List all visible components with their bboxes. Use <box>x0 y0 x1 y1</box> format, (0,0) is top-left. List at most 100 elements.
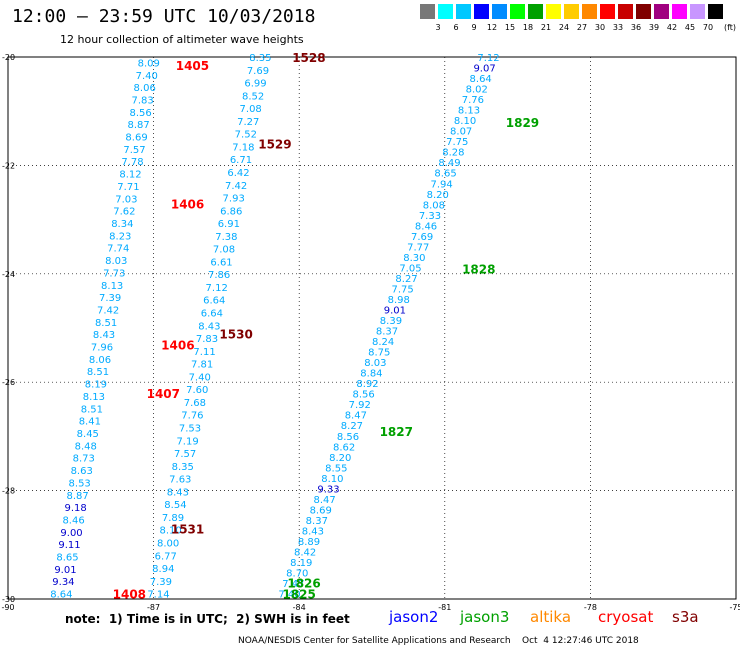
wave-height-value: 7.69 <box>411 232 433 243</box>
legend-item-cryosat: cryosat <box>598 608 654 626</box>
pass-time-label: 1530 <box>219 327 252 341</box>
pass-time-label: 1827 <box>380 425 413 439</box>
scale-swatch <box>582 4 597 19</box>
wave-height-value: 8.00 <box>157 538 179 549</box>
scale-label: 39 <box>648 23 660 32</box>
y-tick-label: -28 <box>2 487 15 496</box>
wave-height-value: 7.47 <box>282 579 304 590</box>
wave-height-value: 8.34 <box>111 219 133 230</box>
scale-label: 45 <box>684 23 696 32</box>
wave-height-value: 8.98 <box>388 295 410 306</box>
wave-height-value: 8.10 <box>159 526 181 537</box>
wave-height-value: 7.83 <box>196 334 218 345</box>
wave-height-value: 7.08 <box>213 245 235 256</box>
wave-height-value: 9.11 <box>58 540 80 551</box>
wave-height-value: 7.86 <box>208 270 230 281</box>
wave-height-value: 8.30 <box>403 253 425 264</box>
wave-height-value: 8.87 <box>67 491 89 502</box>
wave-height-value: 8.08 <box>423 200 445 211</box>
scale-label: 12 <box>486 23 498 32</box>
wave-height-value: 9.01 <box>384 306 406 317</box>
wave-height-value: 8.35 <box>172 462 194 473</box>
wave-height-value: 7.03 <box>115 194 137 205</box>
pass-time-label: 1407 <box>147 387 180 401</box>
wave-height-value: 7.14 <box>147 590 169 601</box>
legend-item-s3a: s3a <box>672 608 699 626</box>
pass-time-label: 1531 <box>171 523 204 537</box>
wave-height-value: 7.71 <box>117 182 139 193</box>
wave-height-value: 7.78 <box>121 157 143 168</box>
scale-label: 30 <box>594 23 606 32</box>
scale-label: 21 <box>540 23 552 32</box>
pass-time-label: 1406 <box>171 197 204 211</box>
wave-height-value: 8.09 <box>138 58 160 69</box>
y-tick-label: -22 <box>2 161 15 170</box>
scale-swatch <box>438 4 453 19</box>
wave-height-value: 8.27 <box>341 421 363 432</box>
wave-height-value: 8.73 <box>73 454 95 465</box>
scale-label: 9 <box>471 23 477 32</box>
wave-height-value: 7.76 <box>462 95 484 106</box>
scale-label: 6 <box>453 23 459 32</box>
wave-height-value: 8.12 <box>119 170 141 181</box>
pass-time-label: 1405 <box>176 59 209 73</box>
wave-height-value: 7.63 <box>169 475 191 486</box>
wave-height-value: 8.51 <box>87 367 109 378</box>
wave-height-value: 6.42 <box>227 168 249 179</box>
wave-height-value: 8.92 <box>356 379 378 390</box>
wave-height-value: 8.10 <box>454 116 476 127</box>
wave-height-value: 8.70 <box>286 569 308 580</box>
wave-height-value: 7.39 <box>99 293 121 304</box>
wave-height-value: 6.61 <box>210 257 232 268</box>
pass-time-label: 1406 <box>161 338 194 352</box>
wave-height-value: 8.10 <box>321 474 343 485</box>
wave-height-value: 7.12 <box>477 53 499 64</box>
wave-height-value: 8.54 <box>164 500 186 511</box>
wave-height-value: 7.96 <box>91 343 113 354</box>
wave-height-value: 8.19 <box>290 558 312 569</box>
wave-height-value: 8.39 <box>380 316 402 327</box>
wave-height-value: 7.89 <box>162 513 184 524</box>
scale-label: 24 <box>558 23 570 32</box>
chart-title: 12:00 – 23:59 UTC 10/03/2018 <box>12 6 316 27</box>
wave-height-value: 7.40 <box>278 590 300 601</box>
wave-height-value: 8.51 <box>81 404 103 415</box>
scale-label: 15 <box>504 23 516 32</box>
wave-height-value: 8.94 <box>152 564 174 575</box>
legend-item-jason3: jason3 <box>460 608 510 626</box>
wave-height-value: 8.43 <box>302 526 324 537</box>
wave-height-value: 7.62 <box>113 207 135 218</box>
x-tick-label: -90 <box>1 603 14 612</box>
wave-height-value: 8.43 <box>198 321 220 332</box>
x-tick-label: -78 <box>584 603 597 612</box>
chart-subtitle: 12 hour collection of altimeter wave hei… <box>60 33 304 46</box>
legend-item-jason2: jason2 <box>389 608 439 626</box>
wave-height-value: 7.42 <box>97 305 119 316</box>
wave-height-value: 9.34 <box>52 577 74 588</box>
wave-height-value: 6.91 <box>218 219 240 230</box>
wave-height-value: 7.73 <box>103 268 125 279</box>
x-tick-label: -75 <box>729 603 740 612</box>
wave-height-value: 8.41 <box>79 417 101 428</box>
wave-height-value: 7.38 <box>215 232 237 243</box>
wave-height-value: 8.89 <box>298 537 320 548</box>
note-text: note: 1) Time is in UTC; 2) SWH is in fe… <box>65 612 350 626</box>
scale-swatch <box>474 4 489 19</box>
wave-height-value: 8.07 <box>450 127 472 138</box>
wave-height-value: 7.68 <box>184 398 206 409</box>
y-tick-label: -24 <box>2 270 15 279</box>
wave-height-value: 8.53 <box>69 478 91 489</box>
wave-height-value: 8.13 <box>101 281 123 292</box>
wave-height-value: 7.83 <box>132 95 154 106</box>
wave-height-value: 8.69 <box>310 505 332 516</box>
wave-height-value: 8.02 <box>466 85 488 96</box>
wave-height-value: 8.56 <box>337 432 359 443</box>
wave-height-value: 8.23 <box>109 231 131 242</box>
wave-height-value: 7.53 <box>179 423 201 434</box>
wave-height-value: 7.76 <box>181 411 203 422</box>
wave-height-value: 8.46 <box>415 221 437 232</box>
wave-height-value: 7.40 <box>136 71 158 82</box>
wave-height-value: 7.39 <box>150 577 172 588</box>
scale-swatch <box>618 4 633 19</box>
